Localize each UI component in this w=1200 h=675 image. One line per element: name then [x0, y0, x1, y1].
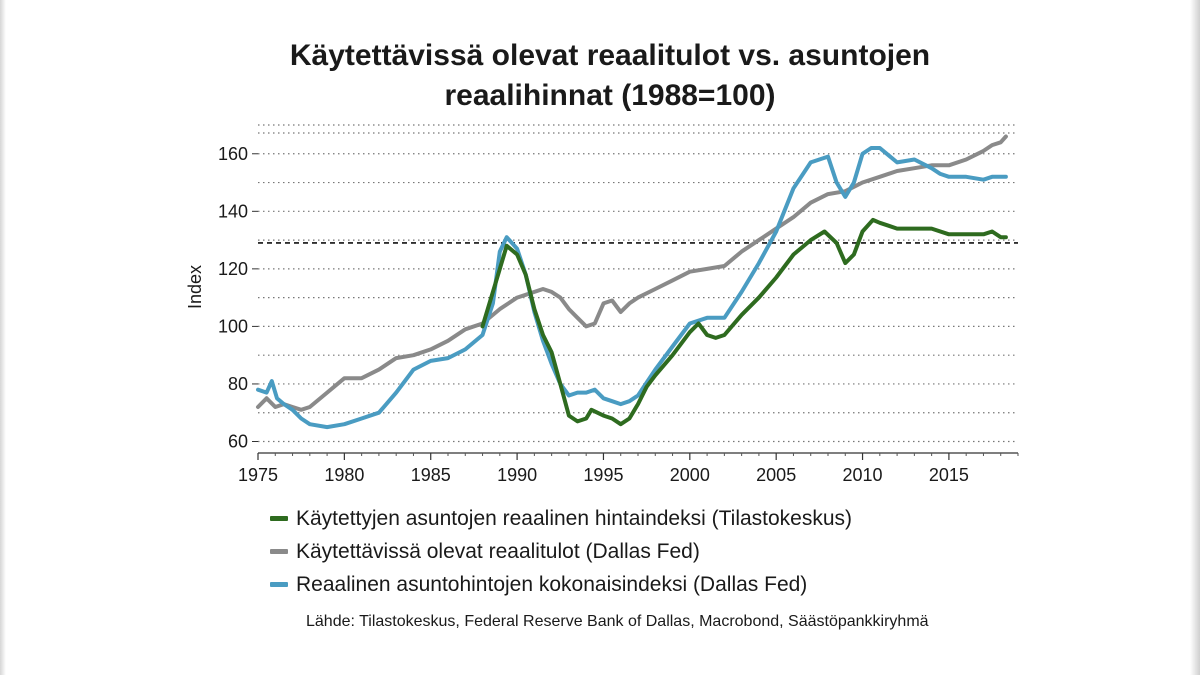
x-tick-label: 2000	[670, 465, 710, 485]
legend: Käytettyjen asuntojen reaalinen hintaind…	[270, 502, 1030, 601]
y-tick-label: 120	[218, 259, 248, 279]
y-tick-label: 160	[218, 144, 248, 164]
x-tick-label: 1980	[324, 465, 364, 485]
legend-label: Käytettyjen asuntojen reaalinen hintaind…	[296, 506, 853, 530]
y-tick-label: 60	[228, 431, 248, 451]
series-lines	[256, 134, 1008, 430]
x-tick-label: 1990	[497, 465, 537, 485]
y-tick-label: 140	[218, 201, 248, 221]
chart-title: Käytettävissä olevat reaalitulot vs. asu…	[160, 36, 1060, 116]
y-tick-label: 100	[218, 316, 248, 336]
legend-label: Käytettävissä olevat reaalitulot (Dallas…	[296, 539, 700, 563]
legend-swatch-green	[270, 516, 288, 521]
x-tick-label: 2005	[756, 465, 796, 485]
x-axis-ticks: 1975 1980 1985 1990 1995 2000 2005 2010 2015	[238, 453, 1019, 485]
x-tick-label: 1985	[411, 465, 451, 485]
page-edge-left	[0, 0, 6, 675]
page-edge-right	[1190, 0, 1200, 675]
legend-item-tilastokeskus: Käytettyjen asuntojen reaalinen hintaind…	[270, 502, 1030, 535]
source-note: Lähde: Tilastokeskus, Federal Reserve Ba…	[306, 613, 929, 630]
series-line-tilastokeskus	[480, 217, 1008, 427]
legend-label: Reaalinen asuntohintojen kokonaisindeksi…	[296, 572, 808, 596]
x-tick-label: 1995	[583, 465, 623, 485]
x-tick-label: 2015	[929, 465, 969, 485]
x-tick-label: 2010	[843, 465, 883, 485]
chart-title-line-2: reaalihinnat (1988=100)	[444, 79, 776, 112]
legend-item-dallas-fed-price: Reaalinen asuntohintojen kokonaisindeksi…	[270, 568, 1030, 601]
chart-title-line-1: Käytettävissä olevat reaalitulot vs. asu…	[289, 39, 931, 72]
x-tick-label: 1975	[238, 465, 278, 485]
legend-swatch-blue	[270, 582, 288, 587]
y-axis-label: Index	[185, 265, 205, 309]
y-tick-label: 80	[228, 374, 248, 394]
series-line-real-income	[256, 134, 1008, 412]
series-line-dallas-fed-price	[256, 146, 1008, 430]
y-axis-ticks: 60 80 100 120 140 160	[218, 144, 258, 451]
legend-item-income: Käytettävissä olevat reaalitulot (Dallas…	[270, 535, 1030, 568]
legend-swatch-grey	[270, 549, 288, 554]
